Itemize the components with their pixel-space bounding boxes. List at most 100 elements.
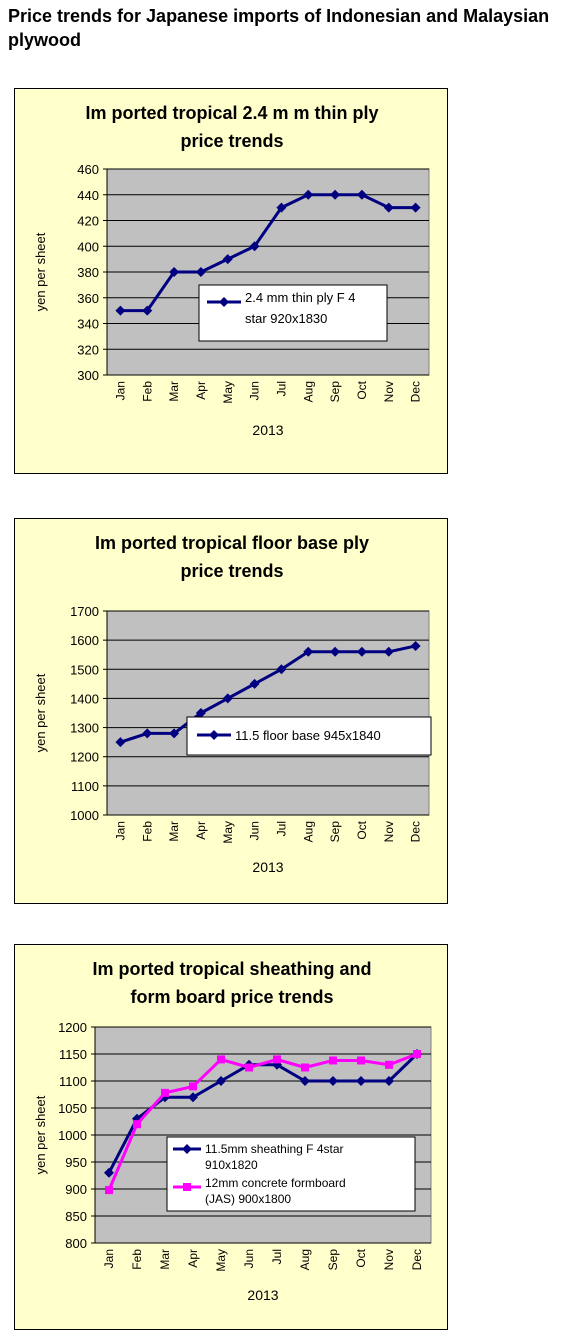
data-point <box>330 646 341 657</box>
x-tick-label: Oct <box>354 1248 368 1267</box>
y-tick-label: 400 <box>77 239 99 254</box>
x-tick-label: Nov <box>382 381 396 402</box>
data-point <box>222 254 233 265</box>
x-tick-label: Aug <box>301 381 315 402</box>
x-tick-label: Sep <box>328 381 342 403</box>
x-tick-label: Feb <box>140 821 154 842</box>
x-tick-label: Jun <box>248 381 262 400</box>
legend-label: star 920x1830 <box>245 311 327 326</box>
x-tick-label: Apr <box>194 381 208 400</box>
chart-panel-floor-base: Im ported tropical floor base ply price t… <box>14 518 448 904</box>
series-line <box>107 1052 418 1191</box>
data-point <box>189 1082 197 1091</box>
x-tick-label: Oct <box>355 380 369 399</box>
x-tick-label: Jun <box>242 1249 256 1268</box>
data-point <box>249 241 260 252</box>
legend-label: (JAS) 900x1800 <box>205 1192 291 1206</box>
x-tick-label: Jan <box>113 381 127 400</box>
data-point <box>276 664 287 675</box>
x-tick-label: Sep <box>326 1249 340 1271</box>
y-tick-label: 1200 <box>70 750 99 765</box>
x-tick-label: Jul <box>274 381 288 396</box>
x-tick-label: May <box>214 1249 228 1272</box>
y-axis-label: yen per sheet <box>33 232 48 311</box>
data-point <box>245 1063 253 1072</box>
y-tick-label: 1600 <box>70 633 99 648</box>
y-tick-label: 360 <box>77 291 99 306</box>
data-point <box>330 189 341 200</box>
data-point <box>105 1186 113 1195</box>
data-point <box>303 189 314 200</box>
chart-title: Im ported tropical floor base ply <box>95 533 369 553</box>
x-tick-label: Sep <box>328 821 342 843</box>
data-point <box>328 1076 338 1086</box>
data-point <box>169 267 180 277</box>
data-point <box>357 1056 365 1065</box>
data-point <box>356 646 367 657</box>
y-tick-label: 1500 <box>70 662 99 677</box>
x-tick-label: Mar <box>158 1249 172 1270</box>
y-tick-label: 460 <box>77 162 99 177</box>
data-point <box>300 1076 310 1086</box>
legend <box>166 1136 416 1212</box>
x-axis-title: 2013 <box>252 859 283 875</box>
y-tick-label: 380 <box>77 265 99 280</box>
legend-label: 12mm concrete formboard <box>205 1176 346 1190</box>
data-point <box>104 1167 114 1178</box>
y-tick-label: 1000 <box>58 1128 87 1143</box>
legend-label: 11.5mm sheathing F 4star <box>205 1142 344 1156</box>
y-tick-label: 1400 <box>70 691 99 706</box>
y-axis-label: yen per sheet <box>33 1095 48 1174</box>
y-tick-label: 800 <box>65 1236 87 1251</box>
x-tick-label: Nov <box>382 821 396 842</box>
y-tick-label: 1100 <box>71 779 99 794</box>
x-axis-title: 2013 <box>252 422 283 438</box>
data-point <box>410 640 421 651</box>
data-point <box>273 1055 281 1064</box>
data-point <box>276 202 287 213</box>
y-tick-label: 850 <box>65 1209 87 1224</box>
data-point <box>195 708 206 718</box>
x-tick-label: Dec <box>409 381 423 402</box>
data-point <box>169 728 180 739</box>
data-point <box>385 1060 393 1069</box>
data-point <box>222 693 233 704</box>
x-tick-label: Oct <box>355 820 369 839</box>
data-point <box>329 1056 337 1065</box>
legend-label: 2.4 mm thin ply F 4 <box>245 290 356 305</box>
y-tick-label: 1000 <box>70 808 99 823</box>
y-axis-label: yen per sheet <box>33 673 48 752</box>
chart-title: Im ported tropical sheathing and <box>92 959 371 979</box>
chart-title: form board price trends <box>130 987 333 1007</box>
y-tick-label: 1700 <box>70 604 99 619</box>
x-tick-label: Feb <box>130 1249 144 1270</box>
y-tick-label: 900 <box>65 1182 87 1197</box>
x-tick-label: Jan <box>113 821 127 840</box>
x-tick-label: Mar <box>167 821 181 842</box>
data-point <box>217 1055 225 1064</box>
data-point <box>160 1092 170 1103</box>
legend-marker <box>219 297 229 307</box>
data-point <box>161 1088 169 1097</box>
data-point <box>384 1076 394 1086</box>
chart-panel-thin-ply: Im ported tropical 2.4 m m thin ply price… <box>14 88 448 474</box>
y-tick-label: 440 <box>77 188 99 203</box>
legend-marker <box>183 1183 191 1191</box>
legend <box>198 284 388 342</box>
data-point <box>413 1050 421 1058</box>
x-tick-label: Apr <box>194 821 208 840</box>
data-point <box>142 728 153 739</box>
data-point <box>383 646 394 657</box>
data-point <box>188 1092 198 1103</box>
y-tick-label: 1200 <box>58 1020 87 1035</box>
chart-thin-ply: Im ported tropical 2.4 m m thin ply price… <box>33 103 430 438</box>
y-tick-label: 1050 <box>58 1101 87 1116</box>
data-point <box>132 1113 142 1124</box>
x-tick-label: Aug <box>301 821 315 842</box>
data-point <box>356 189 367 200</box>
x-tick-label: Feb <box>140 381 154 402</box>
x-tick-label: Jul <box>274 821 288 836</box>
data-point <box>249 678 260 689</box>
y-tick-label: 950 <box>65 1155 87 1170</box>
legend-label: 11.5 floor base 945x1840 <box>235 728 381 743</box>
